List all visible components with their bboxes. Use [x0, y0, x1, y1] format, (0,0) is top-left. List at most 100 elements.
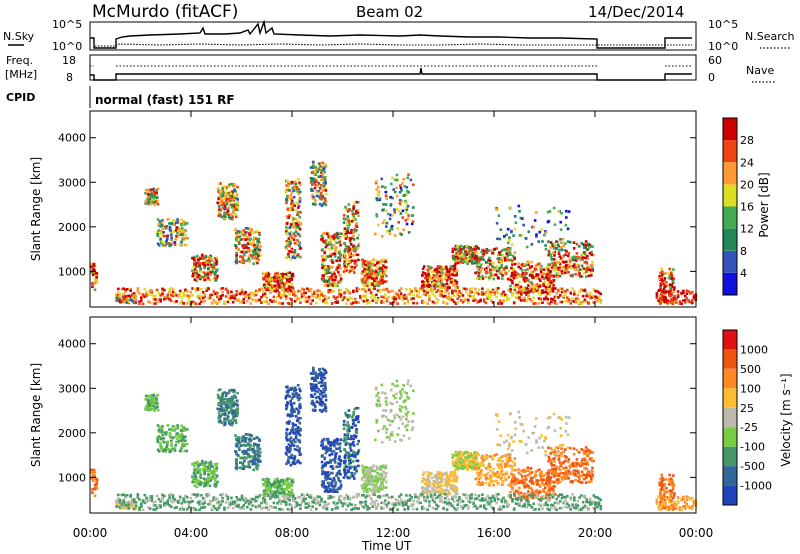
power-cell	[326, 284, 330, 287]
power-cell	[339, 257, 342, 260]
power-cell	[546, 210, 550, 214]
power-cell	[118, 294, 122, 298]
power-cell	[175, 226, 178, 229]
power-cell	[217, 298, 221, 301]
power-cell	[291, 234, 294, 237]
velocity-cell	[229, 409, 233, 413]
velocity-cell	[225, 418, 229, 422]
power-cell	[309, 302, 313, 305]
power-cell	[95, 272, 99, 275]
power-cell	[299, 290, 302, 293]
power-cell	[173, 241, 177, 244]
power-cell	[214, 291, 217, 294]
power-cell	[435, 272, 439, 276]
power-cell	[369, 275, 372, 279]
power-cell	[412, 183, 415, 187]
power-cell	[212, 271, 215, 274]
power-cell	[288, 289, 292, 292]
power-cell	[247, 254, 250, 258]
velocity-cell	[267, 480, 270, 484]
power-cell	[459, 293, 463, 296]
power-cell	[580, 254, 583, 258]
power-cell	[405, 288, 408, 291]
power-cell	[377, 271, 380, 275]
power-cell	[513, 270, 517, 274]
power-cell	[415, 294, 419, 297]
velocity-cell	[91, 479, 95, 483]
power-cell	[660, 301, 663, 304]
power-cell	[314, 190, 318, 194]
velocity-cell	[288, 486, 291, 489]
power-cell	[290, 199, 294, 203]
power-cell	[353, 266, 357, 269]
power-cell	[320, 169, 324, 172]
power-cell	[221, 186, 224, 190]
velocity-cell	[183, 436, 186, 439]
power-cell	[428, 278, 432, 282]
power-cell	[228, 194, 232, 197]
power-cell	[352, 235, 355, 238]
power-cell	[581, 258, 584, 261]
velocity-cell	[246, 448, 250, 451]
power-cell	[343, 260, 347, 263]
power-cell	[321, 237, 325, 240]
power-cell	[525, 245, 529, 249]
power-cell	[243, 259, 246, 262]
power-cell	[178, 289, 182, 293]
power-cell	[463, 252, 466, 256]
velocity-cell	[172, 424, 176, 428]
power-cell	[233, 294, 237, 298]
power-cell	[159, 299, 162, 303]
power-cell	[585, 261, 589, 265]
power-cell	[343, 249, 347, 252]
power-cell	[390, 182, 393, 186]
power-cell	[437, 276, 440, 279]
power-cell	[553, 262, 556, 265]
power-cell	[215, 258, 218, 262]
power-cell	[580, 302, 583, 305]
velocity-cell	[241, 464, 245, 467]
power-cell	[276, 296, 279, 299]
power-cell	[449, 277, 453, 281]
power-colorbar-swatch	[723, 184, 737, 207]
power-cell	[553, 223, 557, 226]
power-cell	[350, 259, 354, 262]
power-cell	[571, 258, 575, 262]
power-cell	[317, 162, 321, 166]
power-cell	[575, 263, 579, 267]
power-cell	[211, 264, 215, 267]
power-cell	[236, 248, 240, 251]
power-cell	[197, 276, 201, 280]
power-cell	[236, 235, 239, 239]
power-cell	[321, 194, 325, 198]
velocity-cell	[317, 395, 321, 399]
velocity-cell	[232, 411, 235, 414]
power-cell	[398, 198, 402, 202]
power-cell	[290, 274, 294, 277]
power-cell	[264, 280, 268, 284]
power-cell	[217, 182, 221, 186]
power-cell	[200, 300, 203, 304]
power-cell	[389, 302, 392, 305]
power-cell	[346, 222, 349, 226]
power-cell	[221, 294, 224, 297]
power-cell	[231, 296, 235, 299]
power-cell	[170, 233, 173, 236]
power-cell	[174, 221, 178, 224]
power-cell	[567, 252, 571, 255]
power-cell	[288, 286, 292, 290]
power-cell	[263, 283, 266, 286]
power-cell	[375, 180, 378, 183]
power-cell	[394, 297, 398, 301]
power-cell	[508, 238, 511, 242]
power-cell	[199, 277, 202, 281]
power-cell	[490, 291, 493, 294]
velocity-cell	[312, 366, 315, 370]
power-cell	[195, 256, 199, 259]
power-cell	[465, 253, 469, 256]
power-cell	[482, 249, 486, 253]
power-cell	[560, 266, 563, 269]
power-cell	[247, 257, 251, 260]
power-cell	[660, 267, 663, 271]
velocity-cell	[177, 435, 181, 439]
